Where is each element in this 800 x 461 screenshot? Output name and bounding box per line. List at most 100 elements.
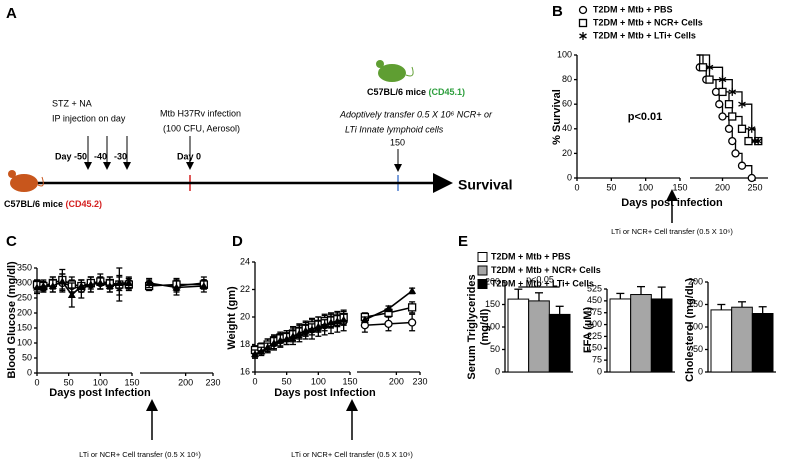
- legend-swatch: [477, 265, 488, 276]
- note: LTi or NCR+ Cell transfer (0.5 X 10⁶): [611, 227, 733, 236]
- legend-label: T2DM + Mtb + NCR+ Cells: [491, 265, 601, 275]
- mouse-icon: [8, 170, 44, 192]
- marker: [308, 325, 316, 333]
- x-tick-label: 100: [311, 376, 326, 386]
- y-tick-label: 300: [17, 277, 32, 287]
- bar: [507, 298, 530, 373]
- error-bar: [758, 306, 767, 314]
- y-tick-label: 50: [22, 352, 32, 362]
- y-tick-label: 150: [688, 299, 703, 309]
- error-bar: [717, 303, 726, 310]
- legend-marker: [578, 5, 588, 15]
- marker: [251, 350, 259, 358]
- marker: [718, 75, 727, 84]
- error-bar: [514, 288, 523, 300]
- x-tick-label: 250: [747, 182, 762, 192]
- marker: [408, 286, 417, 294]
- day150-label: 150: [390, 137, 405, 147]
- survival-step: [722, 78, 733, 92]
- donor: C57BL/6 mice: [4, 199, 63, 209]
- x-tick-label: 200: [178, 377, 193, 387]
- marker-stroke: [718, 77, 727, 83]
- marker: [728, 112, 737, 121]
- survival-step: [742, 103, 753, 129]
- panel-label: D: [232, 233, 243, 250]
- panel-label: B: [552, 3, 563, 20]
- donor-strain: (CD45.2): [66, 199, 103, 209]
- y-tick-label: 100: [485, 321, 500, 331]
- survival-step: [709, 66, 724, 80]
- stz-label: STZ + NA: [52, 98, 92, 108]
- x-tick-label: 150: [342, 376, 357, 386]
- legend-label: T2DM + Mtb + NCR+ Cells: [593, 17, 703, 27]
- y-tick-label: 100: [557, 49, 572, 59]
- marker: [58, 277, 67, 285]
- x-tick-label: 150: [672, 182, 687, 192]
- note: LTi or NCR+ Cell transfer (0.5 X 10⁶): [291, 450, 413, 459]
- marker: [124, 279, 133, 286]
- x-axis-label: Days post Infection: [49, 387, 151, 399]
- y-tick-label: 300: [587, 319, 602, 329]
- marker: [744, 136, 753, 146]
- end-label: Survival: [458, 177, 512, 193]
- marker: [327, 318, 335, 326]
- y-tick-label: 200: [17, 307, 32, 317]
- y-tick-label: 100: [17, 337, 32, 347]
- transfer-label: Adoptively transfer 0.5 X 10⁶ NCR+ or: [339, 109, 493, 119]
- panel-a: A STZ + NA IP injection on day Day -50 -…: [4, 5, 512, 209]
- legend-swatch: [477, 279, 488, 289]
- marker: [105, 282, 114, 289]
- y-axis-label: Serum Triglycerides: [466, 274, 478, 379]
- marker: [39, 282, 48, 289]
- marker: [145, 279, 154, 286]
- error-bar: [738, 301, 746, 308]
- y-tick-label: 350: [17, 262, 32, 272]
- y-tick-label: 20: [562, 148, 572, 158]
- y-tick-label: 375: [587, 307, 602, 317]
- marker: [295, 329, 304, 337]
- y-axis-label: Weight (gm): [226, 286, 238, 350]
- x-tick-label: 50: [606, 182, 616, 192]
- y-tick-label: 22: [240, 284, 250, 294]
- marker: [407, 318, 417, 327]
- y-tick-label: 0: [495, 366, 500, 376]
- y-tick-label: 150: [485, 299, 500, 309]
- x-tick-label: 50: [282, 376, 292, 386]
- marker: [407, 303, 417, 312]
- y-tick-label: 0: [567, 172, 572, 182]
- y-tick-label: 450: [587, 295, 602, 305]
- legend-marker: [578, 18, 588, 28]
- marker: [270, 339, 278, 347]
- y-tick-label: 250: [17, 292, 32, 302]
- marker: [96, 279, 105, 286]
- marker-stroke: [738, 101, 746, 107]
- transfer-label: LTi Innate lymphoid cells: [345, 124, 444, 134]
- recipient-label: C57BL/6 mice (CD45.1): [367, 87, 465, 97]
- marker-stroke: [579, 33, 587, 39]
- bar: [609, 298, 632, 373]
- bar: [751, 313, 774, 373]
- y-axis-label: (mg/dl): [479, 308, 491, 345]
- y-axis-label: % Survival: [551, 89, 563, 145]
- panel-label: C: [6, 233, 17, 250]
- day-label: -40: [94, 151, 107, 161]
- x-tick-label: 230: [412, 376, 427, 386]
- marker: [33, 283, 41, 291]
- marker: [724, 100, 734, 109]
- marker: [737, 124, 747, 133]
- marker: [731, 149, 740, 158]
- x-axis-label: Days post Infection: [274, 387, 376, 399]
- bar: [710, 309, 733, 373]
- marker: [698, 63, 708, 72]
- legend-label: T2DM + Mtb + PBS: [491, 251, 571, 261]
- legend-label: T2DM + Mtb + LTi+ Cells: [491, 278, 594, 288]
- y-tick-label: 0: [597, 366, 602, 376]
- infection-label: Mtb H37Rv infection: [160, 108, 241, 118]
- marker: [314, 322, 323, 330]
- recipient-strain: (CD45.1): [429, 87, 466, 97]
- marker: [301, 326, 310, 334]
- marker: [751, 137, 759, 146]
- marker: [333, 317, 342, 325]
- marker: [738, 100, 746, 109]
